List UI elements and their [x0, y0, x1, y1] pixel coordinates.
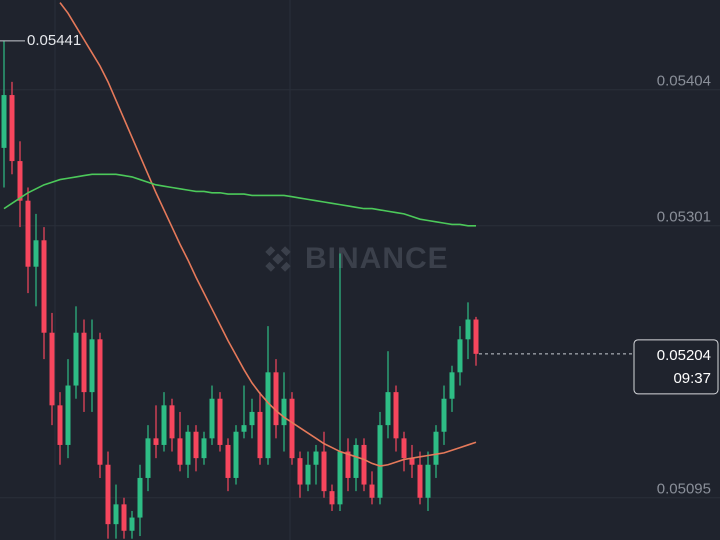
candle-body	[305, 464, 311, 485]
candle-body	[33, 240, 39, 267]
candle-body	[361, 444, 367, 485]
candle-body	[9, 95, 15, 162]
candle-body	[225, 444, 231, 478]
candle-body	[25, 200, 31, 267]
candle-body	[473, 319, 479, 354]
last-price-label: 0.05204	[657, 347, 711, 364]
candle-body	[313, 451, 319, 465]
candle-body	[337, 451, 343, 505]
candle-body	[441, 398, 447, 432]
candle-body	[457, 339, 463, 373]
candle-body	[433, 431, 439, 465]
candle-body	[257, 411, 263, 459]
moving-average-line	[59, 2, 477, 467]
candle-body	[201, 438, 207, 459]
candle-body	[409, 458, 415, 465]
candle-body	[161, 405, 167, 445]
candle-body	[89, 339, 95, 393]
y-tick-label: 0.05301	[657, 209, 711, 226]
candle-body	[297, 458, 303, 485]
candle-body	[353, 444, 359, 478]
candle-body	[417, 464, 423, 498]
candle-body	[41, 240, 47, 333]
candle-body	[65, 385, 71, 445]
countdown: 09:37	[673, 370, 711, 387]
candle-body	[385, 392, 391, 426]
candle-body	[145, 438, 151, 478]
candle-body	[153, 438, 159, 445]
candle-body	[169, 405, 175, 439]
last-price-box	[633, 339, 719, 395]
candle-body	[57, 405, 63, 445]
candle-body	[129, 517, 135, 531]
candle-body	[329, 491, 335, 505]
candle-body	[345, 451, 351, 478]
candle-body	[377, 425, 383, 498]
candle-body	[217, 398, 223, 445]
candle-body	[81, 332, 87, 393]
candle-body	[265, 372, 271, 459]
candle-body	[401, 438, 407, 459]
y-tick-label: 0.05095	[657, 481, 711, 498]
candle-body	[465, 319, 471, 340]
candle-body	[73, 332, 79, 386]
candle-body	[137, 477, 143, 518]
candle-body	[321, 451, 327, 492]
candle-body	[449, 372, 455, 399]
candle-body	[97, 339, 103, 465]
candle-body	[177, 438, 183, 465]
candle-body	[233, 431, 239, 478]
candle-body	[425, 464, 431, 498]
candle-body	[49, 332, 55, 406]
candle-body	[393, 392, 399, 439]
candle-body	[121, 504, 127, 531]
candle-body	[289, 398, 295, 459]
candle-body	[185, 431, 191, 465]
candle-body	[209, 398, 215, 439]
candle-body	[193, 431, 199, 459]
candle-body	[273, 372, 279, 426]
y-tick-label: 0.05404	[657, 73, 711, 90]
candle-body	[249, 411, 255, 426]
candle-body	[1, 95, 7, 148]
candle-body	[281, 398, 287, 426]
watermark: BINANCE	[265, 242, 449, 275]
candle-body	[241, 425, 247, 432]
candle-body	[17, 161, 23, 201]
candle-body	[369, 484, 375, 498]
candle-body	[105, 464, 111, 525]
watermark-text: BINANCE	[305, 242, 449, 275]
max-label: 0.05441	[27, 32, 81, 49]
candle-body	[113, 504, 119, 525]
moving-average-line	[3, 173, 476, 227]
